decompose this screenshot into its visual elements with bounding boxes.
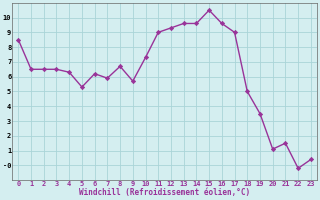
X-axis label: Windchill (Refroidissement éolien,°C): Windchill (Refroidissement éolien,°C) (79, 188, 250, 197)
